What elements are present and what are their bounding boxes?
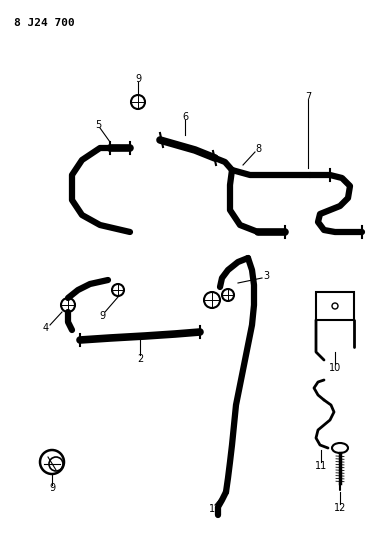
Text: 9: 9 [135,74,141,84]
Text: 9: 9 [49,483,55,493]
Bar [316,292,354,320]
Text: 10: 10 [329,363,341,373]
Text: 8: 8 [255,144,261,154]
Text: 2: 2 [137,354,143,364]
Text: 4: 4 [43,323,49,333]
Text: 12: 12 [334,503,346,513]
Text: 7: 7 [305,92,311,102]
Text: 6: 6 [182,112,188,122]
Text: 11: 11 [315,461,327,471]
Text: 1: 1 [209,504,215,514]
Text: 5: 5 [95,120,101,130]
Ellipse shape [332,443,348,453]
Text: 8 J24 700: 8 J24 700 [14,18,75,28]
Text: 9: 9 [99,311,105,321]
Text: 3: 3 [263,271,269,281]
